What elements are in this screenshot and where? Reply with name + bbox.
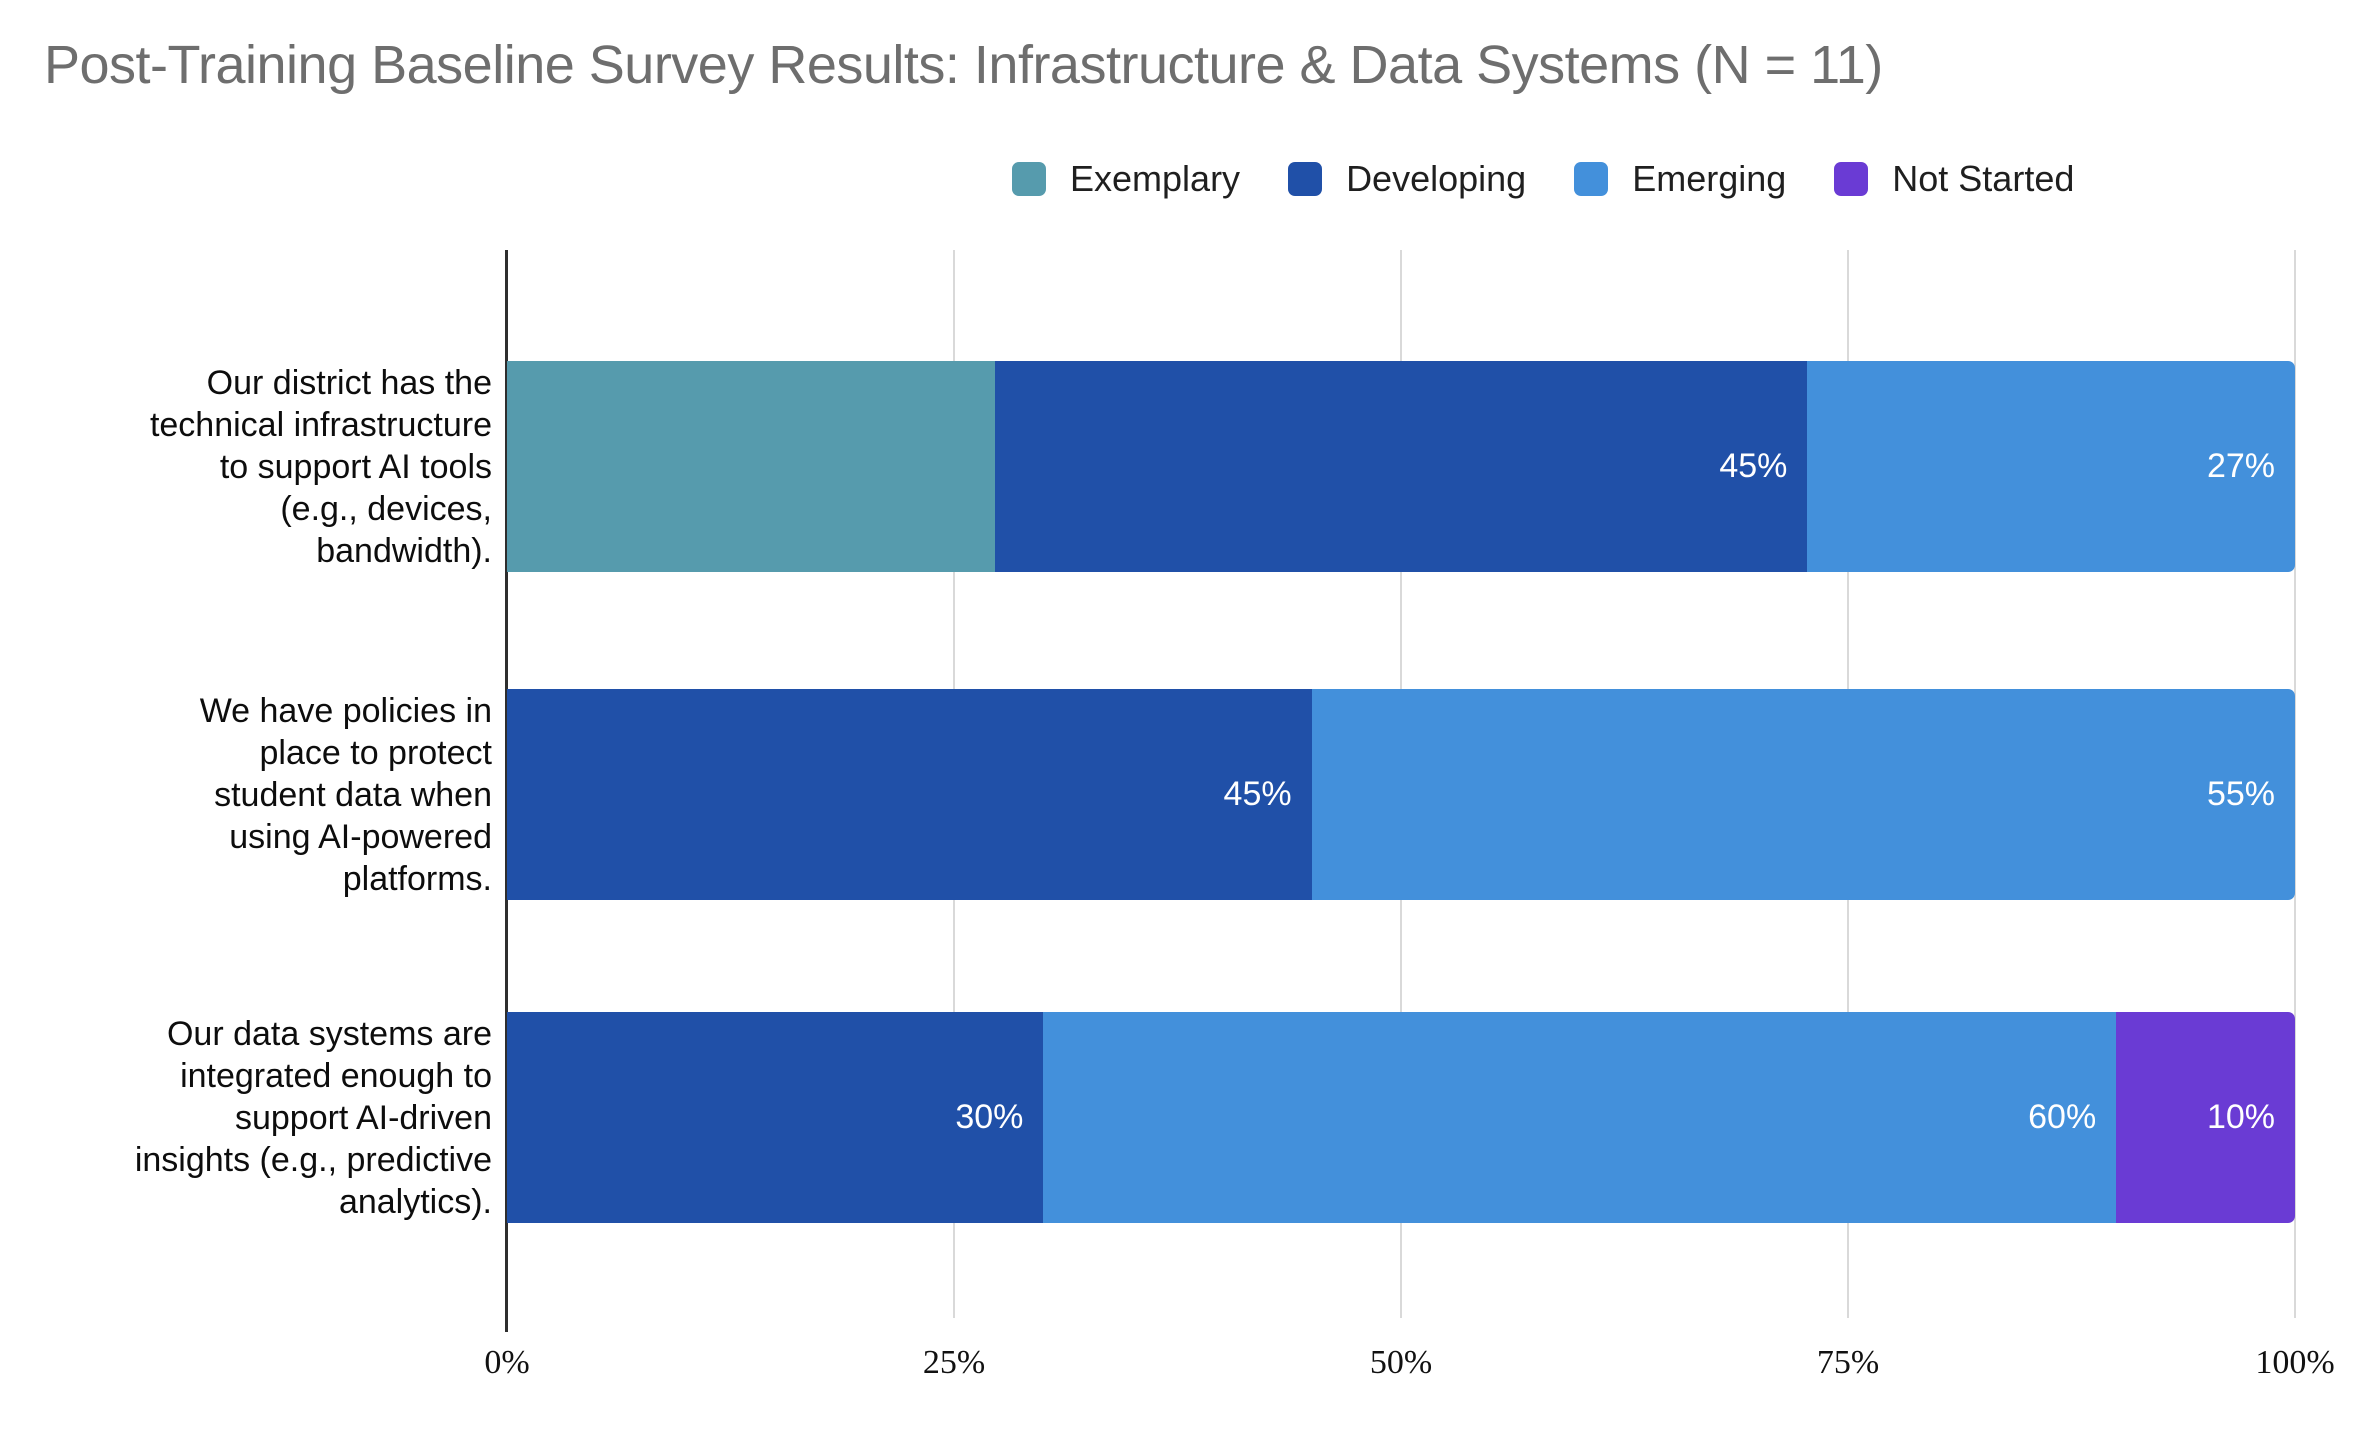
legend-item-exemplary: Exemplary	[1012, 158, 1240, 200]
legend-swatch-not-started	[1834, 162, 1869, 196]
category-label: We have policies in place to protect stu…	[199, 691, 492, 898]
bar-row: 45% 55%	[507, 689, 2295, 900]
x-tick-label: 100%	[2255, 1344, 2335, 1381]
legend: Exemplary Developing Emerging Not Starte…	[1012, 158, 2074, 200]
legend-item-developing: Developing	[1288, 158, 1526, 200]
bar-value-label: 27%	[2206, 447, 2276, 485]
bar-segment-developing: 45%	[507, 689, 1312, 900]
legend-swatch-exemplary	[1012, 162, 1046, 196]
bar-value-label: 55%	[2206, 775, 2275, 813]
legend-swatch-developing	[1288, 162, 1323, 196]
bar-value-label: 60%	[2028, 1098, 2097, 1136]
x-tick-label: 25%	[922, 1344, 986, 1381]
bar-segment-exemplary	[507, 361, 995, 572]
category-label: Our district has the technical infrastru…	[149, 363, 492, 570]
chart-title: Post-Training Baseline Survey Results: I…	[44, 35, 1883, 95]
x-tick-label: 75%	[1816, 1344, 1880, 1381]
legend-label-not-started: Not Started	[1892, 158, 2075, 199]
bar-value-label: 45%	[1223, 775, 1292, 813]
legend-item-emerging: Emerging	[1574, 158, 1786, 200]
bar-segment-emerging: 60%	[1043, 1012, 2117, 1223]
bar-row: 45% 27%	[507, 361, 2296, 572]
bar-segment-emerging: 55%	[1311, 689, 2295, 900]
x-tick-label: 50%	[1369, 1344, 1433, 1381]
bar-value-label: 30%	[955, 1098, 1024, 1136]
gridline	[2294, 250, 2296, 1318]
bar-segment-emerging: 27%	[1807, 361, 2296, 572]
bar-segment-not_started: 10%	[2116, 1012, 2295, 1223]
legend-label-exemplary: Exemplary	[1070, 158, 1241, 199]
y-axis-line	[505, 250, 508, 1332]
legend-label-developing: Developing	[1346, 158, 1527, 199]
legend-label-emerging: Emerging	[1632, 158, 1787, 199]
bar-segment-developing: 30%	[507, 1012, 1044, 1223]
category-label: Our data systems are integrated enough t…	[134, 1014, 492, 1221]
x-tick-label: 0%	[484, 1344, 530, 1381]
legend-swatch-emerging	[1574, 162, 1609, 196]
bar-value-label: 45%	[1719, 447, 1788, 485]
bar-row: 30% 60% 10%	[507, 1012, 2295, 1223]
bar-value-label: 10%	[2206, 1098, 2275, 1136]
legend-item-not-started: Not Started	[1834, 158, 2074, 200]
bar-segment-developing: 45%	[994, 361, 1808, 572]
